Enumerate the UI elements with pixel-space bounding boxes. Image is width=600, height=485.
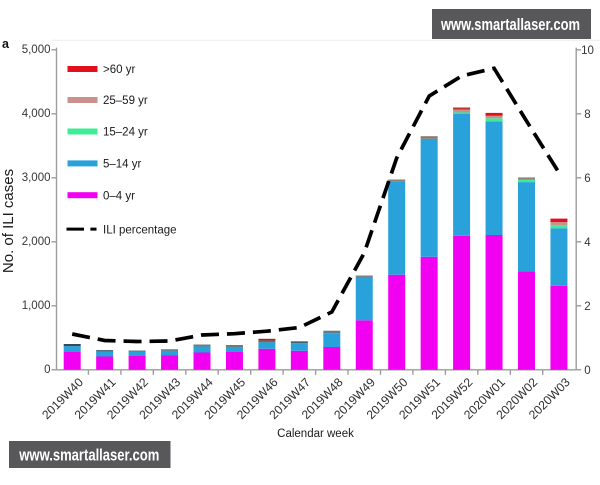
svg-text:ILI percentage: ILI percentage [103,224,177,236]
svg-text:No. of ILI cases: No. of ILI cases [0,169,17,273]
svg-text:3,000: 3,000 [22,172,51,184]
svg-text:a: a [2,37,10,51]
svg-text:5–14 yr: 5–14 yr [103,159,142,171]
svg-text:6: 6 [584,173,590,185]
svg-text:www.smartallaser.com: www.smartallaser.com [19,447,160,465]
svg-text:>60 yr: >60 yr [103,64,135,76]
svg-text:4: 4 [584,237,591,249]
svg-text:0: 0 [44,364,50,376]
svg-text:www.smartallaser.com: www.smartallaser.com [440,16,580,34]
svg-text:Calendar week: Calendar week [277,428,354,440]
svg-text:10: 10 [581,45,594,57]
svg-text:1,000: 1,000 [22,300,51,312]
svg-text:2: 2 [584,301,590,313]
svg-text:0–4 yr: 0–4 yr [103,190,135,202]
svg-text:5,000: 5,000 [22,44,51,56]
svg-text:0: 0 [584,365,590,377]
svg-text:15–24 yr: 15–24 yr [103,127,148,139]
svg-text:4,000: 4,000 [22,108,51,120]
svg-text:25–59 yr: 25–59 yr [103,95,148,107]
svg-text:8: 8 [584,109,590,121]
svg-text:2,000: 2,000 [22,236,51,248]
